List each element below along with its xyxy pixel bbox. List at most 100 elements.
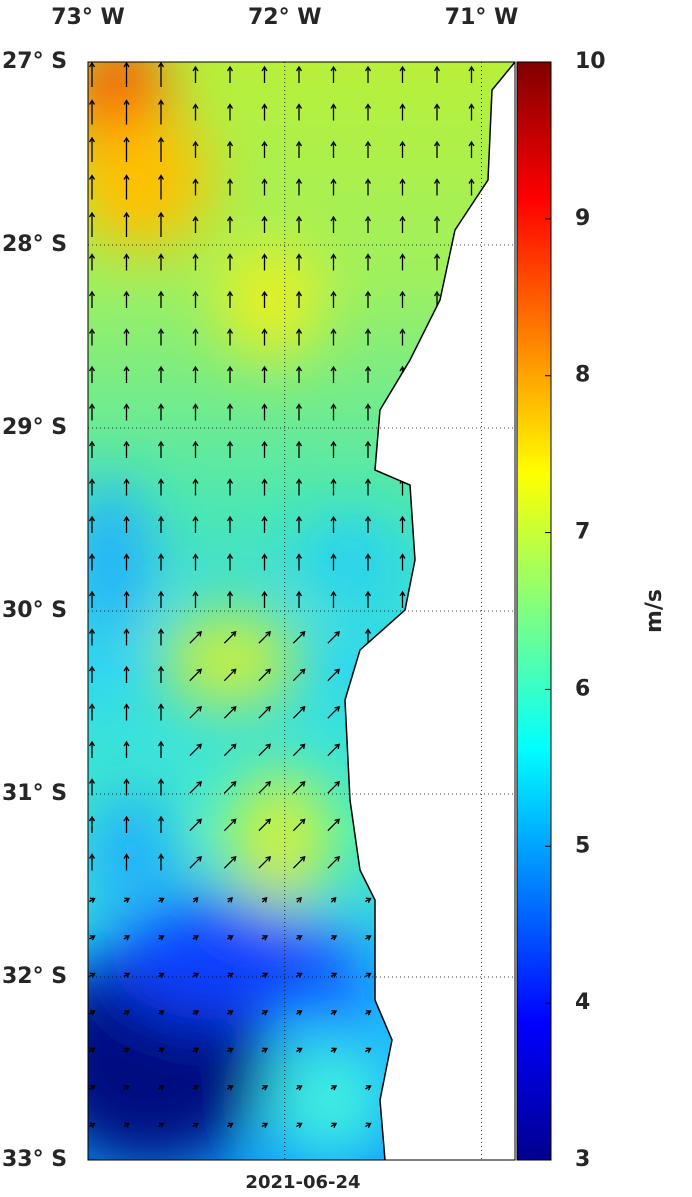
wind-arrow xyxy=(399,590,406,608)
wind-arrow xyxy=(158,1122,165,1128)
wind-arrow xyxy=(433,628,441,646)
wind-arrow xyxy=(399,290,406,308)
wind-arrow xyxy=(192,253,199,271)
wind-arrow xyxy=(330,515,337,533)
wind-arrow xyxy=(89,1047,96,1053)
wind-arrow xyxy=(258,818,272,832)
colorbar-tick-label: 10 xyxy=(575,49,606,74)
wind-arrow xyxy=(399,253,406,271)
wind-arrow xyxy=(399,1085,407,1091)
wind-arrow xyxy=(468,972,476,978)
wind-arrow xyxy=(330,440,337,458)
wind-arrow xyxy=(123,365,130,383)
wind-arrow xyxy=(123,1047,131,1053)
wind-arrow xyxy=(123,440,130,458)
wind-arrow xyxy=(292,630,306,644)
wind-arrow xyxy=(468,1047,476,1053)
wind-arrow xyxy=(365,1047,372,1053)
wind-arrow xyxy=(261,1010,269,1016)
wind-arrow xyxy=(365,1161,370,1165)
wind-arrow xyxy=(261,365,268,383)
wind-arrow xyxy=(330,897,337,903)
wind-arrow xyxy=(364,590,372,608)
wind-arrow xyxy=(157,853,165,871)
wind-arrow xyxy=(399,1122,407,1128)
wind-arrow xyxy=(433,328,441,346)
wind-arrow xyxy=(192,103,199,121)
wind-arrow xyxy=(88,778,96,796)
wind-arrow xyxy=(89,1122,96,1128)
wind-arrow xyxy=(123,972,131,978)
wind-arrow xyxy=(189,780,203,794)
wind-arrow xyxy=(227,1047,234,1053)
wind-arrow xyxy=(123,815,130,833)
wind-arrow xyxy=(295,365,303,383)
wind-arrow xyxy=(157,99,165,125)
wind-arrow xyxy=(399,740,406,758)
wind-arrow xyxy=(226,553,234,571)
wind-arrow xyxy=(468,853,475,871)
wind-arrow xyxy=(226,365,234,383)
wind-arrow xyxy=(157,365,165,383)
wind-arrow xyxy=(295,65,303,83)
wind-arrow xyxy=(330,140,337,158)
wind-arrow xyxy=(364,853,372,871)
wind-arrow xyxy=(365,1085,372,1091)
wind-arrow xyxy=(468,628,475,646)
wind-arrow xyxy=(123,590,130,608)
colorbar-label: m/s xyxy=(642,589,667,633)
wind-arrow xyxy=(295,253,303,271)
wind-arrow xyxy=(124,1161,129,1165)
wind-arrow xyxy=(192,515,199,533)
wind-arrow xyxy=(261,178,268,196)
wind-arrow xyxy=(331,1161,336,1165)
wind-arrow xyxy=(261,553,268,571)
wind-arrow xyxy=(434,1085,441,1091)
wind-arrow xyxy=(123,553,130,571)
wind-arrow xyxy=(330,1085,338,1091)
wind-arrow xyxy=(192,935,200,941)
wind-arrow xyxy=(399,778,406,796)
wind-arrow xyxy=(327,818,341,832)
wind-arrow xyxy=(468,440,475,458)
wind-arrow xyxy=(192,553,199,571)
wind-arrow xyxy=(157,478,165,496)
wind-arrow xyxy=(88,290,96,308)
wind-arrow xyxy=(364,253,372,271)
wind-arrow xyxy=(226,253,234,271)
wind-arrow xyxy=(88,553,96,571)
wind-arrow xyxy=(261,290,268,308)
wind-arrow xyxy=(364,215,372,233)
wind-arrow xyxy=(226,478,234,496)
wind-arrow xyxy=(189,705,203,719)
colorbar-tick-label: 6 xyxy=(575,676,590,701)
wind-arrow xyxy=(227,935,234,941)
wind-arrow xyxy=(157,553,165,571)
wind-arrow xyxy=(433,215,441,233)
wind-arrow xyxy=(365,1010,372,1016)
wind-arrow xyxy=(258,630,272,644)
wind-arrow xyxy=(364,103,372,121)
wind-arrow xyxy=(88,365,96,383)
wind-arrow xyxy=(158,1085,165,1091)
wind-arrow xyxy=(261,440,268,458)
wind-arrow xyxy=(192,1085,200,1091)
wind-arrow xyxy=(292,743,306,757)
wind-arrow xyxy=(88,253,96,271)
wind-arrow xyxy=(399,553,406,571)
wind-arrow xyxy=(226,140,234,158)
wind-arrow xyxy=(223,743,237,757)
wind-arrow xyxy=(192,365,199,383)
wind-arrow xyxy=(88,62,96,87)
wind-arrow xyxy=(123,628,130,646)
wind-arrow xyxy=(399,328,406,346)
wind-arrow xyxy=(261,1047,269,1053)
wind-arrow xyxy=(227,1010,234,1016)
wind-arrow xyxy=(226,103,234,121)
wind-arrow xyxy=(295,215,303,233)
wind-arrow xyxy=(261,1085,269,1091)
wind-arrow xyxy=(468,215,475,233)
lat-tick-label: 30° S xyxy=(2,598,67,623)
wind-arrow xyxy=(261,897,268,903)
lat-tick-label: 27° S xyxy=(2,49,67,74)
